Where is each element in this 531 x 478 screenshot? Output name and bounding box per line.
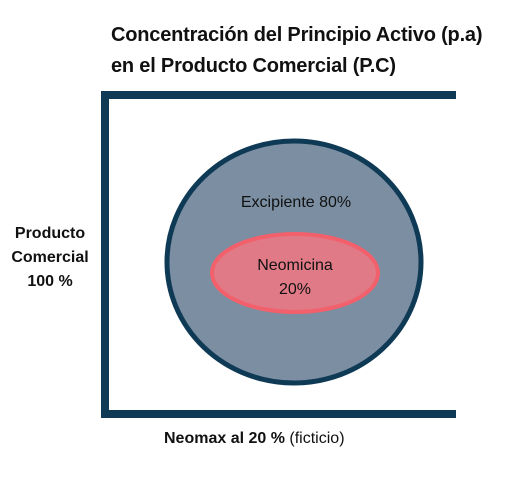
title-line-1: Concentración del Principio Activo (p.a) bbox=[111, 24, 483, 46]
excipient-label: Excipiente 80% bbox=[241, 194, 351, 211]
product-label-line-1: Producto bbox=[14, 225, 86, 242]
product-label-line-3: 100 % bbox=[27, 273, 73, 290]
neomicina-label: Neomicina bbox=[257, 257, 333, 274]
caption-note: (ficticio) bbox=[289, 430, 345, 447]
caption-product-name: Neomax al 20 % bbox=[164, 430, 285, 447]
product-caption: Neomax al 20 % (ficticio) bbox=[164, 428, 345, 450]
neomicina-percent: 20% bbox=[279, 281, 311, 298]
neomicina-ellipse bbox=[210, 232, 380, 314]
title-line-2: en el Producto Comercial (P.C) bbox=[111, 55, 396, 77]
product-label-line-2: Comercial bbox=[11, 249, 89, 266]
diagram-title: Concentración del Principio Activo (p.a)… bbox=[111, 20, 521, 82]
product-frame bbox=[101, 91, 456, 418]
product-label: Producto Comercial 100 % bbox=[2, 222, 98, 294]
